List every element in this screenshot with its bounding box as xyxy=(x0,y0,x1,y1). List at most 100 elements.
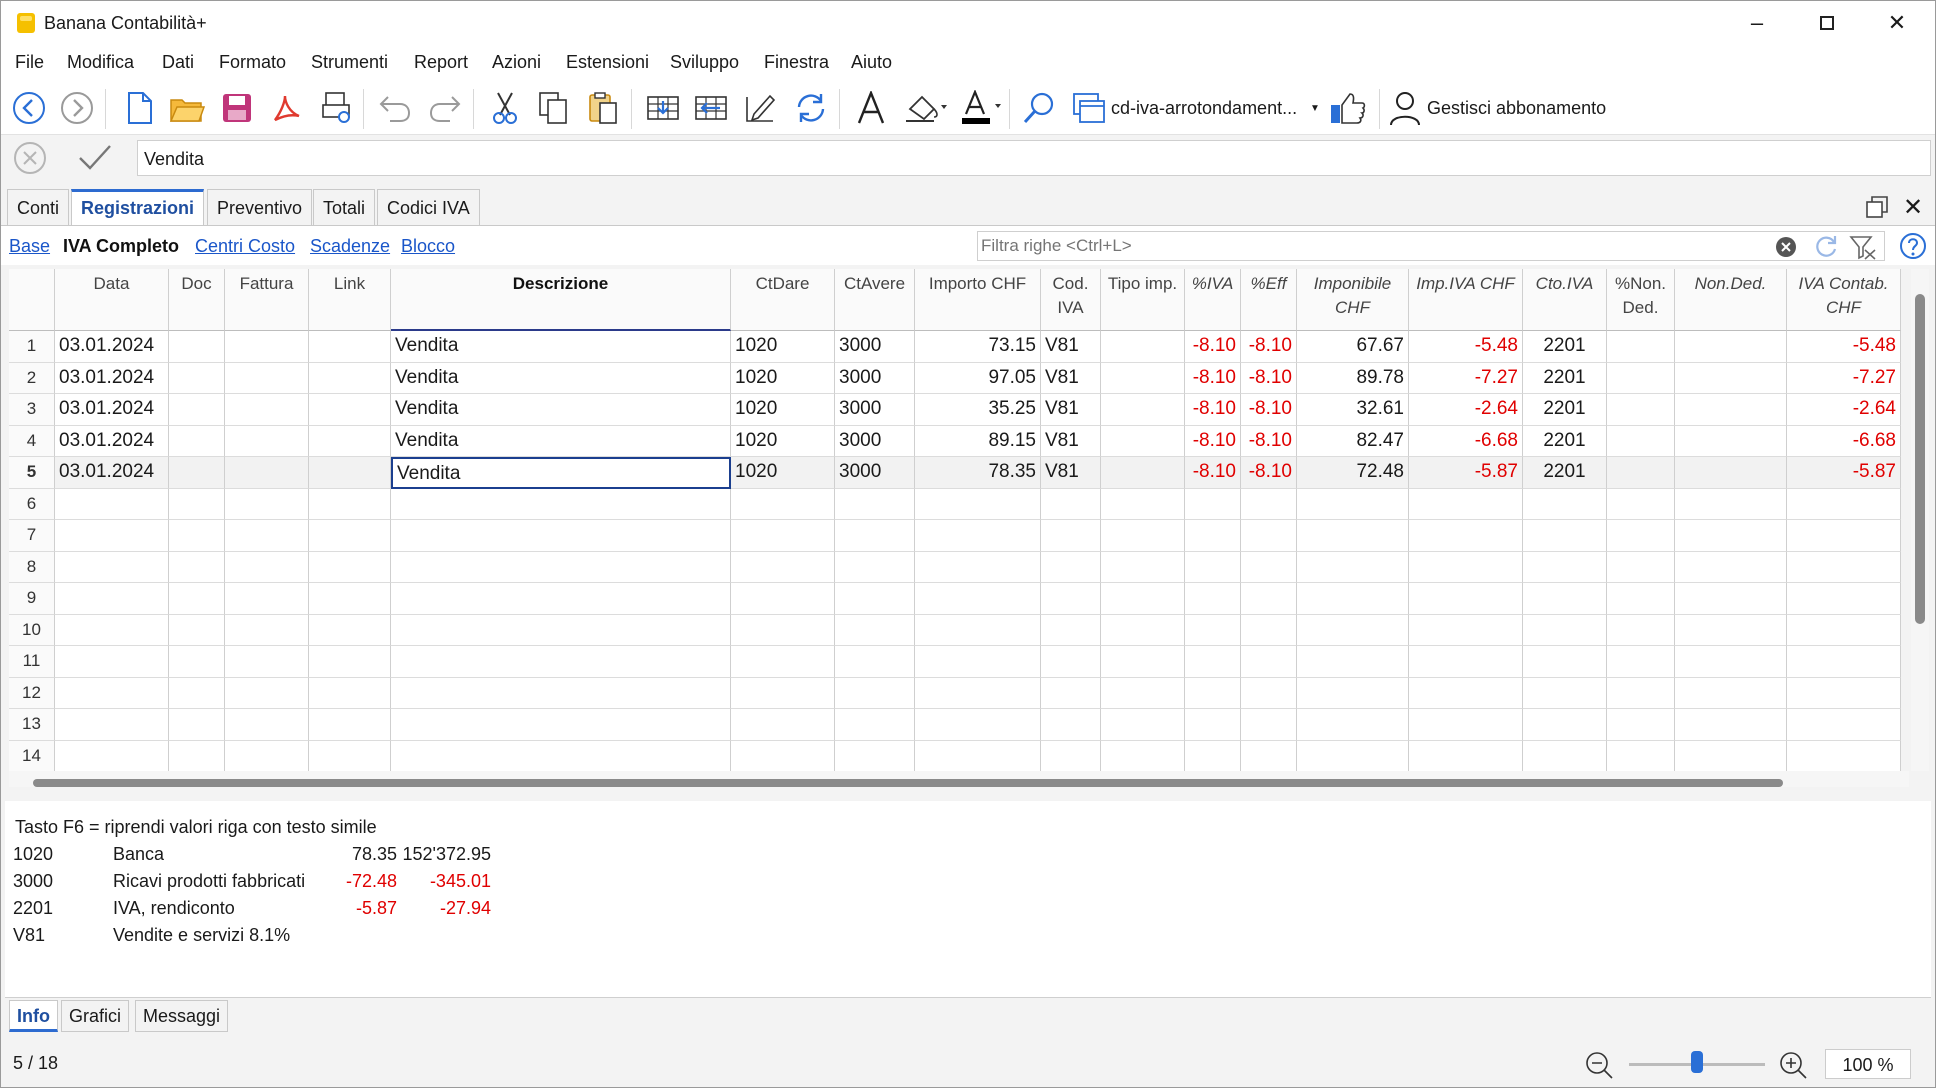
table-cell-link[interactable] xyxy=(309,488,391,520)
table-cell-peff[interactable] xyxy=(1241,520,1297,552)
table-cell-link[interactable] xyxy=(309,457,391,489)
menu-formato[interactable]: Formato xyxy=(219,52,287,72)
menu-sviluppo[interactable]: Sviluppo xyxy=(670,52,740,72)
table-cell-ctavere[interactable] xyxy=(835,614,915,646)
table-cell-importo[interactable] xyxy=(915,646,1041,678)
table-cell-impiva[interactable]: -5.87 xyxy=(1409,457,1523,489)
redo-icon[interactable] xyxy=(425,87,465,129)
table-cell-ctdare[interactable]: 1020 xyxy=(731,457,835,489)
table-cell-contab[interactable] xyxy=(1787,740,1901,771)
column-header-descrizione[interactable]: Descrizione xyxy=(391,269,731,331)
table-cell-tipo[interactable] xyxy=(1101,520,1185,552)
table-cell-data[interactable] xyxy=(55,551,169,583)
subscription-button[interactable]: Gestisci abbonamento xyxy=(1427,97,1607,118)
table-cell-codiva[interactable] xyxy=(1041,614,1101,646)
table-cell-nondedv[interactable] xyxy=(1675,362,1787,394)
row-number[interactable]: 6 xyxy=(9,488,55,520)
table-cell-ctoiva[interactable] xyxy=(1523,677,1607,709)
table-cell-ctavere[interactable] xyxy=(835,646,915,678)
table-cell-codiva[interactable] xyxy=(1041,677,1101,709)
search-icon[interactable] xyxy=(1019,87,1059,129)
table-cell-doc[interactable] xyxy=(169,520,225,552)
table-cell-tipo[interactable] xyxy=(1101,488,1185,520)
table-cell-descrizione[interactable] xyxy=(391,677,731,709)
table-cell-piva[interactable] xyxy=(1185,677,1241,709)
column-header-nondedv[interactable]: Non.Ded. xyxy=(1675,269,1787,331)
view-centri-costo[interactable]: Centri Costo xyxy=(195,236,296,256)
table-cell-nonded[interactable] xyxy=(1607,740,1675,771)
table-cell-data[interactable] xyxy=(55,488,169,520)
table-cell-tipo[interactable] xyxy=(1101,709,1185,741)
table-cell-ctoiva[interactable] xyxy=(1523,740,1607,771)
close-table-icon[interactable]: ✕ xyxy=(1903,194,1924,221)
table-cell-data[interactable]: 03.01.2024 xyxy=(55,457,169,489)
table-cell-peff[interactable]: -8.10 xyxy=(1241,457,1297,489)
table-cell-ctdare[interactable]: 1020 xyxy=(731,362,835,394)
menu-dati[interactable]: Dati xyxy=(162,52,195,72)
table-cell-piva[interactable]: -8.10 xyxy=(1185,425,1241,457)
table-cell-ctavere[interactable]: 3000 xyxy=(835,394,915,426)
view-blocco[interactable]: Blocco xyxy=(401,236,456,256)
clear-filter-icon[interactable] xyxy=(1775,236,1797,263)
horizontal-scrollbar[interactable] xyxy=(9,771,1909,787)
filter-options-icon[interactable] xyxy=(1849,234,1877,265)
window-switch-icon[interactable] xyxy=(1069,87,1109,129)
table-cell-nondedv[interactable] xyxy=(1675,551,1787,583)
view-base[interactable]: Base xyxy=(9,236,51,256)
table-cell-data[interactable] xyxy=(55,583,169,615)
table-cell-fattura[interactable] xyxy=(225,583,309,615)
user-account-icon[interactable] xyxy=(1387,87,1423,129)
table-cell-peff[interactable] xyxy=(1241,614,1297,646)
table-cell-contab[interactable] xyxy=(1787,520,1901,552)
save-icon[interactable] xyxy=(217,87,257,129)
table-cell-impiva[interactable] xyxy=(1409,520,1523,552)
table-cell-descrizione[interactable]: Vendita xyxy=(391,394,731,426)
recalculate-icon[interactable] xyxy=(791,87,831,129)
zoom-out-icon[interactable] xyxy=(1585,1051,1613,1084)
table-cell-codiva[interactable] xyxy=(1041,740,1101,771)
table-cell-piva[interactable] xyxy=(1185,488,1241,520)
row-number[interactable]: 5 xyxy=(9,457,55,489)
table-cell-imponibile[interactable]: 89.78 xyxy=(1297,362,1409,394)
table-cell-impiva[interactable] xyxy=(1409,677,1523,709)
row-number[interactable]: 11 xyxy=(9,646,55,678)
table-cell-piva[interactable] xyxy=(1185,551,1241,583)
table-cell-tipo[interactable] xyxy=(1101,614,1185,646)
table-cell-codiva[interactable]: V81 xyxy=(1041,362,1101,394)
column-header-imponibile[interactable]: Imponibile CHF xyxy=(1297,269,1409,331)
cancel-edit-icon[interactable] xyxy=(13,141,47,180)
open-folder-icon[interactable] xyxy=(167,87,207,129)
maximize-icon[interactable] xyxy=(1797,5,1857,41)
table-cell-descrizione[interactable] xyxy=(391,740,731,771)
table-cell-impiva[interactable] xyxy=(1409,646,1523,678)
table-cell-imponibile[interactable] xyxy=(1297,677,1409,709)
table-cell-ctdare[interactable]: 1020 xyxy=(731,425,835,457)
table-cell-peff[interactable] xyxy=(1241,583,1297,615)
table-cell-imponibile[interactable]: 82.47 xyxy=(1297,425,1409,457)
column-header-codiva[interactable]: Cod. IVA xyxy=(1041,269,1101,331)
insert-row-icon[interactable] xyxy=(643,87,683,129)
table-cell-link[interactable] xyxy=(309,551,391,583)
table-cell-ctdare[interactable] xyxy=(731,488,835,520)
table-cell-tipo[interactable] xyxy=(1101,362,1185,394)
table-cell-fattura[interactable] xyxy=(225,425,309,457)
table-cell-ctavere[interactable] xyxy=(835,709,915,741)
table-cell-fattura[interactable] xyxy=(225,331,309,363)
zoom-level[interactable]: 100 % xyxy=(1825,1049,1911,1079)
table-cell-descrizione[interactable] xyxy=(391,520,731,552)
row-number[interactable]: 2 xyxy=(9,362,55,394)
table-cell-data[interactable]: 03.01.2024 xyxy=(55,394,169,426)
table-cell-tipo[interactable] xyxy=(1101,425,1185,457)
table-cell-nonded[interactable] xyxy=(1607,551,1675,583)
edit-cell-icon[interactable] xyxy=(741,87,781,129)
column-header-fattura[interactable]: Fattura xyxy=(225,269,309,331)
table-cell-nonded[interactable] xyxy=(1607,709,1675,741)
table-cell-codiva[interactable]: V81 xyxy=(1041,457,1101,489)
table-cell-imponibile[interactable]: 32.61 xyxy=(1297,394,1409,426)
text-color-icon[interactable] xyxy=(955,87,1005,129)
font-icon[interactable] xyxy=(851,87,891,129)
table-cell-doc[interactable] xyxy=(169,646,225,678)
table-cell-ctoiva[interactable] xyxy=(1523,583,1607,615)
table-cell-descrizione[interactable] xyxy=(391,614,731,646)
table-cell-nonded[interactable] xyxy=(1607,614,1675,646)
